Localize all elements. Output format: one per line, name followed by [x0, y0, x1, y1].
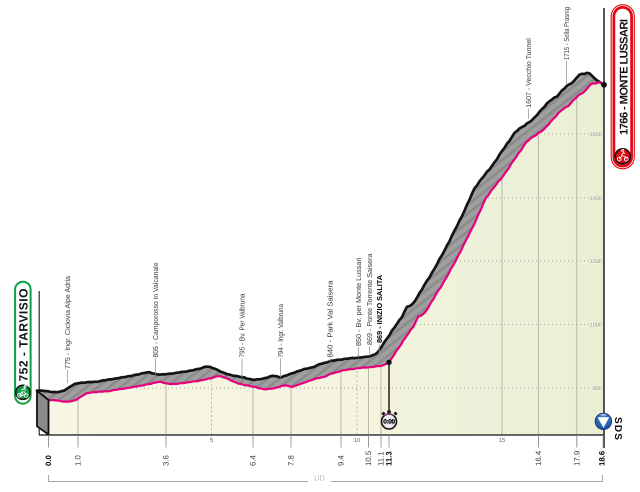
svg-text:752 - TARVISIO: 752 - TARVISIO: [16, 289, 30, 382]
svg-text:18.6: 18.6: [598, 450, 607, 466]
svg-text:795 - Bv. Per Valbruna: 795 - Bv. Per Valbruna: [238, 294, 247, 358]
svg-text:5: 5: [210, 437, 214, 444]
svg-text:3.6: 3.6: [162, 455, 171, 466]
svg-text:0.0: 0.0: [44, 454, 53, 466]
svg-text:6.4: 6.4: [249, 454, 258, 466]
svg-text:9.4: 9.4: [337, 454, 346, 466]
svg-text:850 - Bv. per Monte Lussari: 850 - Bv. per Monte Lussari: [354, 257, 363, 346]
svg-text:1715 - Sella Prasnig: 1715 - Sella Prasnig: [562, 7, 571, 60]
svg-text:17.9: 17.9: [572, 451, 581, 466]
svg-text:775 - Ingr. Ciclovia Alpe Adri: 775 - Ingr. Ciclovia Alpe Adria: [63, 276, 72, 369]
svg-text:0:00: 0:00: [383, 418, 395, 425]
svg-text:11.3: 11.3: [385, 451, 394, 466]
svg-text:15: 15: [499, 437, 506, 444]
svg-text:840 - Park Val Saisera: 840 - Park Val Saisera: [326, 281, 335, 358]
svg-text:794 - Ingr. Valbruna: 794 - Ingr. Valbruna: [276, 304, 285, 358]
svg-text:805 - Camporosso in Valcanale: 805 - Camporosso in Valcanale: [151, 263, 160, 358]
svg-text:7.8: 7.8: [287, 455, 296, 466]
svg-text:1200: 1200: [590, 259, 602, 265]
svg-text:1766 - MONTE LUSSARI: 1766 - MONTE LUSSARI: [619, 19, 631, 135]
svg-text:1.0: 1.0: [74, 454, 83, 466]
svg-text:10: 10: [354, 437, 361, 444]
svg-text:10.5: 10.5: [364, 450, 373, 466]
svg-text:1607 - Vecchio Tunnel: 1607 - Vecchio Tunnel: [524, 38, 533, 108]
svg-text:1600: 1600: [590, 132, 602, 138]
svg-text:11.1: 11.1: [377, 451, 386, 466]
svg-text:1400: 1400: [590, 196, 602, 202]
svg-text:UD: UD: [314, 474, 325, 483]
svg-text:1000: 1000: [590, 323, 602, 329]
svg-text:SDS: SDS: [612, 417, 623, 441]
svg-text:869 - Ponte Torrente Saisera: 869 - Ponte Torrente Saisera: [365, 254, 374, 346]
svg-text:16.4: 16.4: [534, 450, 543, 466]
svg-text:869 - INIZIO SALITA: 869 - INIZIO SALITA: [375, 275, 384, 343]
svg-text:800: 800: [593, 386, 602, 392]
